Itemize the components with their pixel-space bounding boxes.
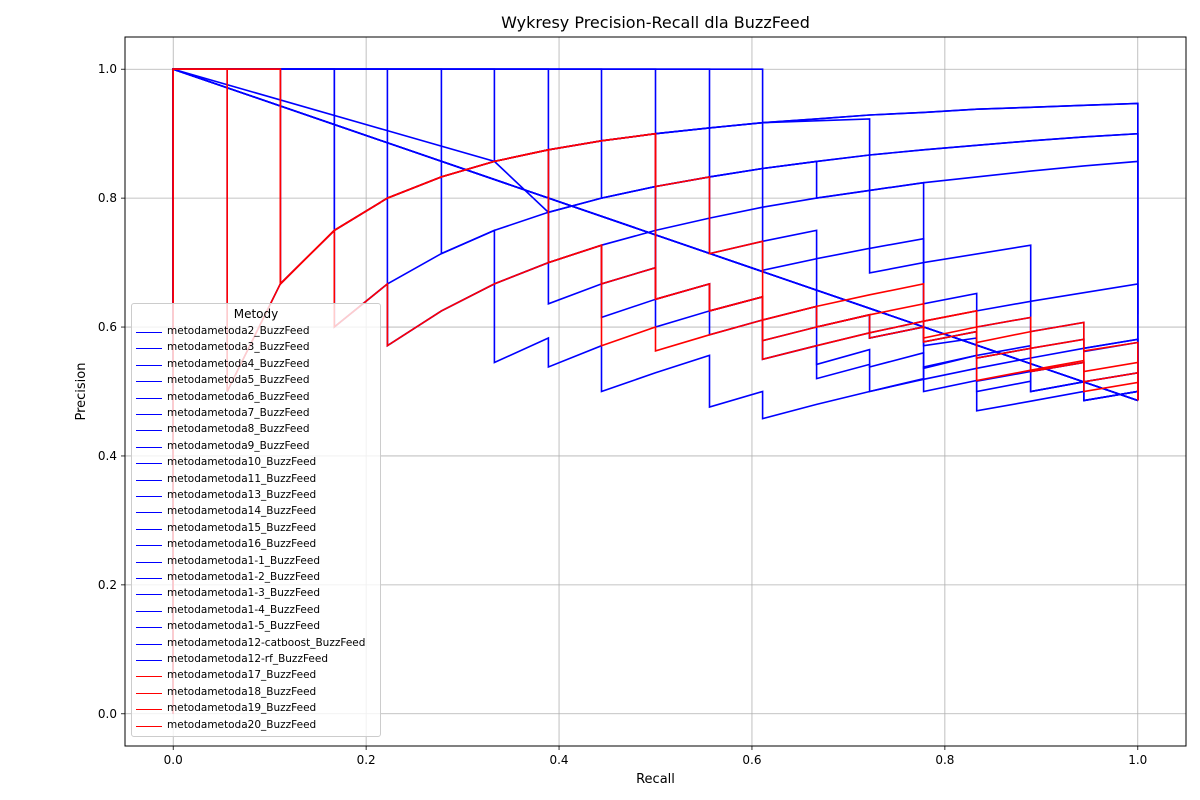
- legend-swatch: [136, 528, 162, 530]
- legend-entry: metodametoda12-rf_BuzzFeed: [132, 652, 380, 668]
- legend-label: metodametoda6_BuzzFeed: [167, 390, 310, 403]
- legend-entry: metodametoda19_BuzzFeed: [132, 701, 380, 717]
- legend-swatch: [136, 332, 162, 333]
- legend-swatch: [136, 545, 162, 547]
- legend-label: metodametoda1-4_BuzzFeed: [167, 603, 320, 616]
- legend-swatch: [136, 381, 162, 383]
- chart-title: Wykresy Precision-Recall dla BuzzFeed: [501, 13, 810, 32]
- legend-swatch: [136, 725, 162, 727]
- legend-label: metodametoda14_BuzzFeed: [167, 505, 317, 518]
- legend-entry: metodametoda1-4_BuzzFeed: [132, 603, 380, 619]
- legend-entry: metodametoda5_BuzzFeed: [132, 373, 380, 389]
- legend-entry: metodametoda14_BuzzFeed: [132, 504, 380, 520]
- legend-label: metodametoda10_BuzzFeed: [167, 456, 317, 469]
- x-tick-label: 0.2: [357, 753, 376, 767]
- x-tick-label: 0.4: [549, 753, 568, 767]
- legend-entry: metodametoda18_BuzzFeed: [132, 685, 380, 701]
- x-ticks: 0.0 0.2 0.4 0.6 0.8 1.0: [164, 746, 1147, 767]
- legend-swatch: [136, 414, 162, 415]
- legend-entry: metodametoda20_BuzzFeed: [132, 718, 380, 734]
- legend-swatch: [136, 643, 162, 645]
- y-tick-label: 0.6: [98, 320, 117, 334]
- legend-label: metodametoda12-rf_BuzzFeed: [167, 653, 329, 665]
- x-tick-label: 1.0: [1128, 753, 1147, 767]
- legend-label: metodametoda7_BuzzFeed: [167, 407, 310, 419]
- legend-swatch: [136, 594, 162, 596]
- legend-label: metodametoda17_BuzzFeed: [167, 669, 317, 682]
- legend-entry: metodametoda8_BuzzFeed: [132, 422, 380, 438]
- series-line-metodametoda20_BuzzFeed: [172, 68, 1139, 714]
- legend-label: metodametoda12-catboost_BuzzFeed: [167, 636, 366, 649]
- legend-swatch: [136, 446, 162, 448]
- legend-entry: metodametoda17_BuzzFeed: [132, 668, 380, 684]
- legend-swatch: [136, 479, 162, 481]
- legend-entry: metodametoda4_BuzzFeed: [132, 357, 380, 373]
- legend-label: metodametoda1-2_BuzzFeed: [167, 571, 320, 583]
- legend-label: metodametoda8_BuzzFeed: [167, 423, 310, 436]
- series-lines: [172, 68, 1139, 714]
- legend-entry: metodametoda7_BuzzFeed: [132, 406, 380, 422]
- x-axis-label: Recall: [636, 772, 675, 787]
- legend-label: metodametoda11_BuzzFeed: [167, 472, 317, 485]
- legend-swatch: [136, 512, 162, 514]
- legend-label: metodametoda1-1_BuzzFeed: [167, 554, 320, 567]
- legend-swatch: [136, 610, 162, 612]
- legend-entry: metodametoda1-2_BuzzFeed: [132, 570, 380, 586]
- y-tick-label: 0.0: [98, 707, 117, 721]
- legend-swatch: [136, 578, 162, 579]
- legend-entry: metodametoda1-3_BuzzFeed: [132, 586, 380, 602]
- legend-label: metodametoda4_BuzzFeed: [167, 357, 310, 370]
- legend-label: metodametoda15_BuzzFeed: [167, 521, 317, 534]
- y-tick-label: 1.0: [98, 62, 117, 76]
- legend-swatch: [136, 364, 162, 366]
- legend-label: metodametoda1-3_BuzzFeed: [167, 587, 320, 600]
- legend-label: metodametoda13_BuzzFeed: [167, 489, 317, 501]
- y-tick-label: 0.4: [98, 449, 117, 463]
- legend-swatch: [136, 676, 162, 678]
- legend-swatch: [136, 561, 162, 563]
- legend-entry: metodametoda13_BuzzFeed: [132, 488, 380, 504]
- legend-label: metodametoda5_BuzzFeed: [167, 374, 310, 387]
- legend-label: metodametoda20_BuzzFeed: [167, 718, 317, 731]
- legend-swatch: [136, 692, 162, 694]
- series-line-metodametoda15_BuzzFeed: [172, 68, 1139, 714]
- legend-entry: metodametoda1-1_BuzzFeed: [132, 554, 380, 570]
- legend-entry: metodametoda2_BuzzFeed: [132, 324, 380, 340]
- legend-label: metodametoda19_BuzzFeed: [167, 702, 317, 715]
- legend-swatch: [136, 348, 162, 350]
- y-axis-label: Precision: [74, 362, 89, 420]
- legend-entry: metodametoda10_BuzzFeed: [132, 455, 380, 471]
- y-tick-label: 0.8: [98, 191, 117, 205]
- legend-label: metodametoda16_BuzzFeed: [167, 538, 317, 551]
- legend-label: metodametoda18_BuzzFeed: [167, 685, 317, 698]
- legend-label: metodametoda2_BuzzFeed: [167, 325, 310, 337]
- x-tick-label: 0.8: [935, 753, 954, 767]
- y-tick-label: 0.2: [98, 578, 117, 592]
- legend-swatch: [136, 496, 162, 497]
- legend-swatch: [136, 709, 162, 711]
- legend-entry: metodametoda16_BuzzFeed: [132, 537, 380, 553]
- legend-entry: metodametoda1-5_BuzzFeed: [132, 619, 380, 635]
- legend-swatch: [136, 627, 162, 629]
- x-tick-label: 0.0: [164, 753, 183, 767]
- legend-swatch: [136, 463, 162, 465]
- legend-entry: metodametoda11_BuzzFeed: [132, 472, 380, 488]
- legend-swatch: [136, 430, 162, 432]
- legend-entry: metodametoda6_BuzzFeed: [132, 390, 380, 406]
- legend-swatch: [136, 397, 162, 399]
- plot-frame: [124, 36, 1187, 747]
- x-tick-label: 0.6: [742, 753, 761, 767]
- legend-swatch: [136, 660, 162, 661]
- legend-label: metodametoda9_BuzzFeed: [167, 439, 310, 452]
- legend-entry: metodametoda9_BuzzFeed: [132, 439, 380, 455]
- legend-entry: metodametoda15_BuzzFeed: [132, 521, 380, 537]
- legend-label: metodametoda1-5_BuzzFeed: [167, 620, 320, 633]
- y-ticks: 0.0 0.2 0.4 0.6 0.8 1.0: [98, 62, 125, 721]
- legend-title: Metody: [233, 307, 279, 321]
- legend-entry: metodametoda12-catboost_BuzzFeed: [132, 636, 380, 652]
- legend-entry: metodametoda3_BuzzFeed: [132, 340, 380, 356]
- legend-label: metodametoda3_BuzzFeed: [167, 341, 310, 354]
- legend: Metody metodametoda2_BuzzFeed metodametod…: [131, 303, 381, 737]
